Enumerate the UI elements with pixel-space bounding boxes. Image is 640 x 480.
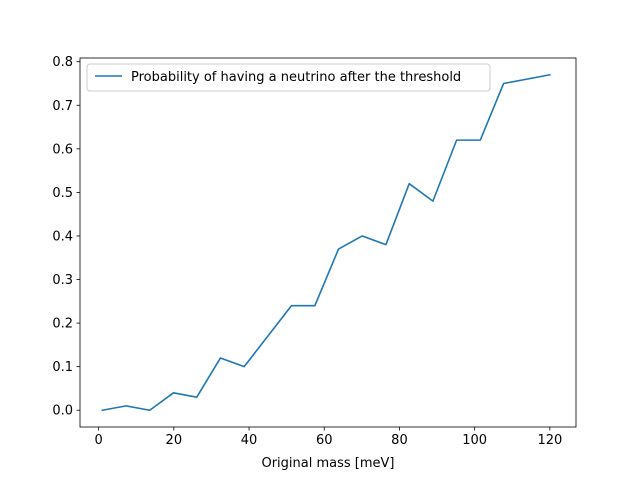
legend-frame: [86, 63, 491, 92]
legend-label: Probability of having a neutrino after t…: [131, 70, 461, 85]
x-tick-label: 40: [241, 433, 258, 448]
y-tick-label: 0.8: [52, 55, 73, 70]
x-tick-label: 60: [316, 433, 333, 448]
legend: Probability of having a neutrino after t…: [86, 63, 491, 92]
y-tick-label: 0.4: [52, 229, 73, 244]
x-tick-label: 120: [537, 433, 562, 448]
x-tick-label: 0: [94, 433, 102, 448]
x-axis-label: Original mass [meV]: [261, 456, 394, 471]
axes: 0 20 40 60 80 100 120 0.0 0.1 0.2 0.3 0.4 0.5 0.6 0.7 0…: [52, 55, 577, 448]
x-tick-label: 100: [462, 433, 487, 448]
y-tick-label: 0.5: [52, 186, 73, 201]
series-line-0: [101, 73, 551, 412]
x-tick-label: 20: [166, 433, 183, 448]
y-tick-label: 0.3: [52, 273, 73, 288]
y-tick-label: 0.2: [52, 317, 73, 332]
plot-area: [101, 73, 551, 412]
y-tick-label: 0.7: [52, 99, 73, 114]
y-tick-label: 0.0: [52, 404, 73, 419]
x-tick-label: 80: [391, 433, 408, 448]
y-tick-label: 0.6: [52, 142, 73, 157]
axes-frame: [79, 57, 577, 428]
y-tick-label: 0.1: [52, 360, 73, 375]
